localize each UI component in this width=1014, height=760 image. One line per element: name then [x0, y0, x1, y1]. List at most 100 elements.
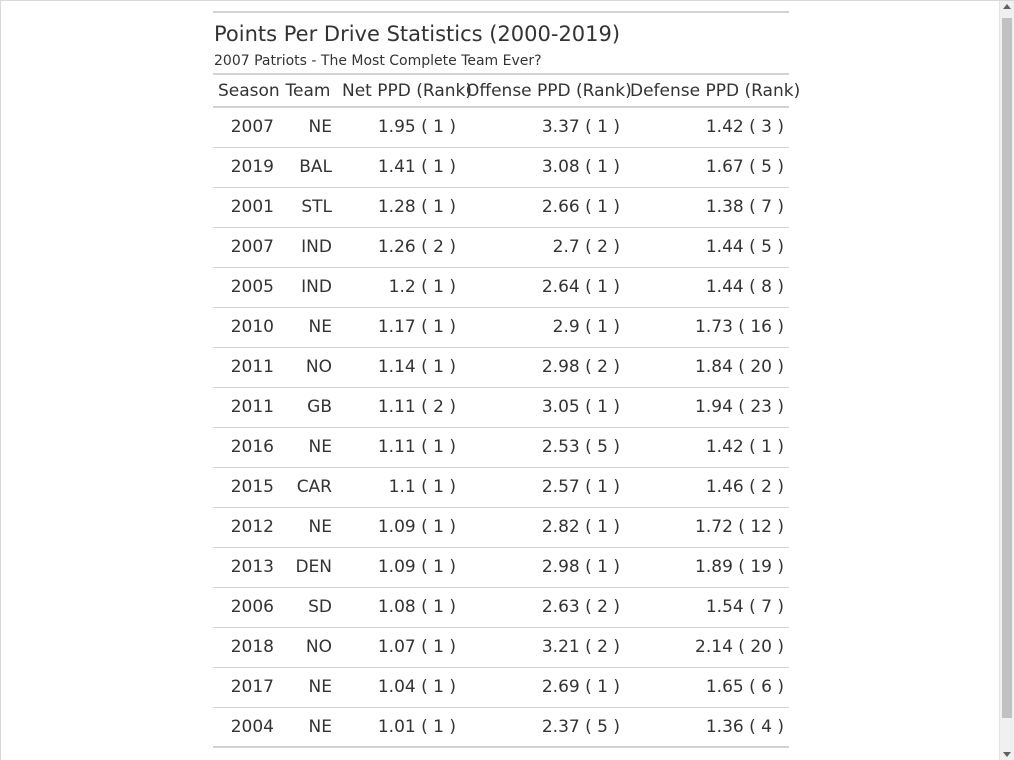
table-row: 2013 DEN 1.09 ( 1 ) 2.98 ( 1 ) 1.89 ( 19 ): [213, 546, 789, 587]
cell-offense-ppd: 2.9 ( 1 ): [461, 306, 625, 347]
table-row: 2016 NE 1.11 ( 1 ) 2.53 ( 5 ) 1.42 ( 1 ): [213, 426, 789, 467]
cell-net-ppd: 1.1 ( 1 ): [337, 466, 461, 507]
cell-offense-ppd: 2.7 ( 2 ): [461, 226, 625, 267]
vertical-scrollbar[interactable]: [999, 1, 1014, 760]
header-defense-ppd: Defense PPD (Rank): [625, 74, 800, 108]
cell-team: IND: [279, 266, 337, 307]
cell-offense-ppd: 2.98 ( 1 ): [461, 546, 625, 587]
cell-team: NE: [279, 706, 337, 747]
table-row: 2006 SD 1.08 ( 1 ) 2.63 ( 2 ) 1.54 ( 7 ): [213, 586, 789, 627]
cell-offense-ppd: 3.05 ( 1 ): [461, 386, 625, 427]
cell-season: 2012: [213, 506, 279, 547]
cell-season: 2018: [213, 626, 279, 667]
table-subtitle: 2007 Patriots - The Most Complete Team E…: [214, 53, 542, 69]
table-title: Points Per Drive Statistics (2000-2019): [214, 22, 621, 46]
table-row: 2007 IND 1.26 ( 2 ) 2.7 ( 2 ) 1.44 ( 5 ): [213, 226, 789, 267]
header-offense-ppd: Offense PPD (Rank): [461, 74, 632, 108]
cell-defense-ppd: 1.72 ( 12 ): [625, 506, 789, 547]
cell-team: NE: [279, 306, 337, 347]
table-row: 2019 BAL 1.41 ( 1 ) 3.08 ( 1 ) 1.67 ( 5 ): [213, 146, 789, 187]
header-net-ppd: Net PPD (Rank): [337, 74, 472, 108]
table-row: 2001 STL 1.28 ( 1 ) 2.66 ( 1 ) 1.38 ( 7 ): [213, 186, 789, 227]
cell-net-ppd: 1.09 ( 1 ): [337, 506, 461, 547]
cell-defense-ppd: 1.89 ( 19 ): [625, 546, 789, 587]
cell-team: GB: [279, 386, 337, 427]
cell-net-ppd: 1.2 ( 1 ): [337, 266, 461, 307]
cell-defense-ppd: 1.42 ( 3 ): [705, 117, 784, 138]
cell-team: NE: [279, 506, 337, 547]
cell-net-ppd: 1.17 ( 1 ): [337, 306, 461, 347]
cell-defense-ppd: 1.94 ( 23 ): [625, 386, 789, 427]
table-row: 2007 NE 1.95 ( 1 ) 3.37 ( 1 ) 1.42 ( 3 ): [213, 107, 789, 147]
cell-defense-ppd: 1.73 ( 16 ): [625, 306, 789, 347]
cell-season: 2019: [213, 146, 279, 187]
cell-defense-ppd: 1.44 ( 5 ): [625, 226, 789, 267]
cell-defense-ppd: 1.65 ( 6 ): [625, 666, 789, 707]
cell-net-ppd: 1.04 ( 1 ): [337, 666, 461, 707]
header-team: Team: [279, 74, 337, 108]
scroll-up-arrow-icon[interactable]: [1003, 4, 1011, 9]
cell-season: 2005: [213, 266, 279, 307]
scroll-down-arrow-icon[interactable]: [1003, 752, 1011, 757]
cell-net-ppd: 1.41 ( 1 ): [337, 146, 461, 187]
cell-season: 2015: [213, 466, 279, 507]
cell-defense-ppd: 1.67 ( 5 ): [625, 146, 789, 187]
cell-season: 2001: [213, 186, 279, 227]
table-row: 2011 GB 1.11 ( 2 ) 3.05 ( 1 ) 1.94 ( 23 ): [213, 386, 789, 427]
cell-defense-ppd: 1.42 ( 1 ): [625, 426, 789, 467]
cell-team: IND: [279, 226, 337, 267]
table-row: 2018 NO 1.07 ( 1 ) 3.21 ( 2 ) 2.14 ( 20 ): [213, 626, 789, 667]
cell-team: CAR: [279, 466, 337, 507]
cell-season: 2004: [213, 706, 279, 747]
cell-offense-ppd: 2.66 ( 1 ): [461, 186, 625, 227]
table-row: 2012 NE 1.09 ( 1 ) 2.82 ( 1 ) 1.72 ( 12 ): [213, 506, 789, 547]
top-rule: [213, 11, 789, 13]
cell-net-ppd: 1.28 ( 1 ): [337, 186, 461, 227]
cell-team: BAL: [279, 146, 337, 187]
cell-team: SD: [279, 586, 337, 627]
table-row: 2010 NE 1.17 ( 1 ) 2.9 ( 1 ) 1.73 ( 16 ): [213, 306, 789, 347]
cell-offense-ppd: 2.37 ( 5 ): [461, 706, 625, 747]
cell-defense-ppd: 1.54 ( 7 ): [625, 586, 789, 627]
cell-season: 2007: [213, 226, 279, 267]
cell-offense-ppd: 2.53 ( 5 ): [461, 426, 625, 467]
cell-defense-ppd: 2.14 ( 20 ): [625, 626, 789, 667]
cell-offense-ppd: 3.21 ( 2 ): [461, 626, 625, 667]
cell-offense-ppd: 2.64 ( 1 ): [461, 266, 625, 307]
cell-season: 2011: [213, 346, 279, 387]
cell-offense-ppd: 3.08 ( 1 ): [461, 146, 625, 187]
cell-offense-ppd: 2.98 ( 2 ): [461, 346, 625, 387]
cell-net-ppd: 1.01 ( 1 ): [337, 706, 461, 747]
cell-defense-ppd: 1.84 ( 20 ): [625, 346, 789, 387]
table-body: 2007 NE 1.95 ( 1 ) 3.37 ( 1 ) 1.42 ( 3 ) 2019…: [213, 107, 789, 747]
cell-team: STL: [279, 186, 337, 227]
cell-season: 2013: [213, 546, 279, 587]
cell-net-ppd: 1.14 ( 1 ): [337, 346, 461, 387]
cell-season: 2017: [213, 666, 279, 707]
cell-team: NE: [279, 666, 337, 707]
cell-offense-ppd: 2.63 ( 2 ): [461, 586, 625, 627]
cell-offense-ppd: 2.82 ( 1 ): [461, 506, 625, 547]
cell-net-ppd: 1.26 ( 2 ): [337, 226, 461, 267]
cell-net-ppd: 1.09 ( 1 ): [337, 546, 461, 587]
cell-season: 2011: [213, 386, 279, 427]
cell-defense-ppd: 1.44 ( 8 ): [625, 266, 789, 307]
table-row: 2015 CAR 1.1 ( 1 ) 2.57 ( 1 ) 1.46 ( 2 ): [213, 466, 789, 507]
table-row: 2011 NO 1.14 ( 1 ) 2.98 ( 2 ) 1.84 ( 20 ): [213, 346, 789, 387]
header-row: Season Team Net PPD (Rank) Offense PPD (…: [213, 74, 800, 108]
cell-offense-ppd: 2.69 ( 1 ): [461, 666, 625, 707]
cell-net-ppd: 1.11 ( 2 ): [337, 386, 461, 427]
scrollbar-thumb[interactable]: [1002, 18, 1012, 718]
cell-team: NO: [279, 626, 337, 667]
cell-defense-ppd: 1.36 ( 4 ): [625, 706, 789, 747]
cell-net-ppd: 1.07 ( 1 ): [337, 626, 461, 667]
table-row: 2005 IND 1.2 ( 1 ) 2.64 ( 1 ) 1.44 ( 8 ): [213, 266, 789, 307]
cell-season: 2007: [230, 117, 274, 138]
cell-defense-ppd: 1.46 ( 2 ): [625, 466, 789, 507]
cell-team: NO: [279, 346, 337, 387]
gt-table-container: Points Per Drive Statistics (2000-2019) …: [213, 11, 800, 748]
cell-season: 2010: [213, 306, 279, 347]
table-row: 2004 NE 1.01 ( 1 ) 2.37 ( 5 ) 1.36 ( 4 ): [213, 706, 789, 747]
table-header: Season Team Net PPD (Rank) Offense PPD (…: [213, 74, 800, 108]
